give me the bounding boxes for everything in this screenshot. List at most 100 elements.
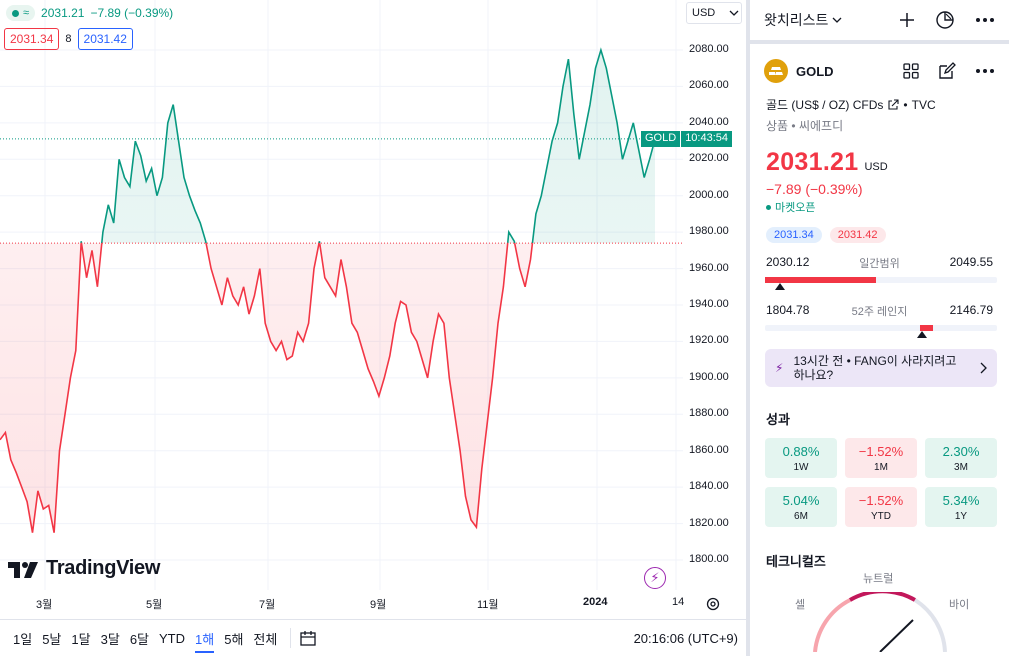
- spread-value: 8: [65, 33, 72, 45]
- y-tick-label: 1800.00: [689, 553, 729, 565]
- gear-icon[interactable]: [705, 596, 721, 612]
- market-status: 마켓오픈: [750, 199, 1009, 215]
- x-tick-label: 14: [672, 596, 685, 608]
- gauge-buy-label: 바이: [949, 599, 970, 611]
- sell-button[interactable]: 2031.34: [4, 28, 60, 50]
- price-axis[interactable]: 2080.00 2060.00 2040.00 2020.00 2000.00 1980.…: [683, 0, 746, 590]
- y-tick-label: 1880.00: [689, 407, 729, 420]
- day-low: 2030.12: [766, 255, 810, 269]
- range-ytd[interactable]: YTD: [159, 630, 186, 646]
- more-icon[interactable]: [975, 68, 995, 74]
- symbol-name[interactable]: GOLD: [796, 63, 834, 79]
- performance-card[interactable]: −1.52% YTD: [845, 487, 917, 527]
- watchlist-header: 왓치리스트: [750, 0, 1009, 40]
- chevron-right-icon: [980, 362, 987, 374]
- x-tick-label: 7월: [259, 599, 276, 611]
- add-symbol-icon[interactable]: [899, 12, 915, 28]
- more-icon[interactable]: [975, 17, 995, 23]
- panel-divider[interactable]: [746, 0, 750, 656]
- year-high: 2146.79: [949, 303, 993, 317]
- ask-badge: 2031.42: [829, 227, 886, 243]
- performance-card[interactable]: 2.30% 3M: [925, 438, 997, 478]
- gold-bars-icon: [764, 59, 788, 83]
- watchlist-title: 왓치리스트: [764, 12, 829, 28]
- day-range-fill: [765, 277, 876, 283]
- source-text: TVC: [911, 97, 936, 112]
- status-dot-icon: [12, 9, 19, 17]
- performance-card[interactable]: 5.34% 1Y: [925, 487, 997, 527]
- legend-row: ≈ 2031.21 −7.89 (−0.39%): [6, 4, 173, 22]
- day-range-row: 2030.12 일간범위 2049.55: [750, 255, 1009, 271]
- day-range-label: 일간범위: [859, 258, 900, 270]
- lightning-icon[interactable]: ⚡: [644, 567, 666, 589]
- news-time: 13시간 전: [793, 354, 844, 368]
- watchlist-title-button[interactable]: 왓치리스트: [764, 10, 842, 30]
- right-sidebar: 왓치리스트 GOLD 골드 (US$ / OZ) CFDs • TVC 상품 •…: [750, 0, 1009, 656]
- currency-label: USD: [692, 7, 716, 19]
- legend-price: 2031.21: [41, 6, 85, 20]
- description-text[interactable]: 골드 (US$ / OZ) CFDs: [766, 98, 884, 112]
- tradingview-wordmark: TradingView: [46, 557, 161, 579]
- x-tick-label: 9월: [370, 599, 387, 611]
- performance-value: −1.52%: [858, 492, 904, 508]
- y-tick-label: 1840.00: [689, 480, 729, 493]
- range-3m[interactable]: 3달: [100, 631, 120, 647]
- technicals-title[interactable]: 테크니컬즈: [766, 554, 826, 569]
- price-currency: USD: [864, 161, 888, 173]
- divider: [290, 628, 292, 648]
- performance-period: 1W: [793, 461, 809, 473]
- lightning-icon: ⚡: [775, 361, 784, 375]
- performance-value: 0.88%: [782, 443, 820, 459]
- line-below-baseline: [0, 243, 534, 533]
- time-axis[interactable]: 3월 5월 7월 9월 11월 2024 14: [0, 592, 690, 612]
- range-5y[interactable]: 5해: [224, 631, 244, 647]
- section-divider: [750, 40, 1009, 44]
- calendar-icon[interactable]: [299, 629, 317, 647]
- price-chart[interactable]: [0, 0, 683, 590]
- bar-countdown: 10:43:54: [681, 130, 733, 147]
- range-5d[interactable]: 5날: [42, 631, 62, 647]
- price-block: 2031.21 USD: [750, 148, 1009, 177]
- performance-value: 5.34%: [942, 492, 980, 508]
- performance-period: 1M: [874, 461, 888, 473]
- performance-value: 5.04%: [782, 492, 820, 508]
- pie-chart-icon[interactable]: [935, 10, 955, 30]
- performance-card[interactable]: 0.88% 1W: [765, 438, 837, 478]
- range-all[interactable]: 전체: [253, 631, 278, 647]
- x-tick-label: 11월: [477, 599, 499, 611]
- bid-ask-row: 2031.34 8 2031.42: [4, 28, 133, 50]
- range-6m[interactable]: 6달: [129, 631, 150, 647]
- bid-ask: 2031.34 2031.42: [750, 227, 1009, 243]
- y-tick-label: 2000.00: [689, 188, 729, 201]
- chart-pane[interactable]: ≈ 2031.21 −7.89 (−0.39%) 2031.34 8 2031.…: [0, 0, 746, 656]
- chevron-down-icon: [729, 10, 739, 16]
- performance-card[interactable]: −1.52% 1M: [845, 438, 917, 478]
- tradingview-logo[interactable]: TradingView: [8, 557, 160, 580]
- year-range-fill: [920, 325, 933, 331]
- y-tick-label: 1860.00: [689, 443, 729, 456]
- clock-timezone[interactable]: 20:16:06 (UTC+9): [633, 631, 738, 646]
- y-tick-label: 1820.00: [689, 516, 729, 529]
- edit-icon[interactable]: [937, 61, 957, 81]
- range-1y[interactable]: 1해: [190, 620, 219, 657]
- market-status-pill[interactable]: ≈: [6, 5, 36, 21]
- year-range-row: 1804.78 52주 레인지 2146.79: [750, 303, 1009, 319]
- bullet: •: [903, 97, 908, 112]
- gauge-neutral-label: 뉴트럴: [863, 573, 894, 585]
- currency-select[interactable]: USD: [686, 2, 742, 24]
- x-tick-label: 2024: [583, 596, 608, 608]
- technicals-gauge[interactable]: 뉴트럴 셀 바이: [750, 570, 1009, 652]
- y-tick-label: 2080.00: [689, 43, 729, 55]
- range-1d[interactable]: 1일: [13, 631, 33, 647]
- performance-value: −1.52%: [858, 443, 904, 459]
- x-tick-label: 3월: [36, 599, 53, 611]
- performance-card[interactable]: 5.04% 6M: [765, 487, 837, 527]
- news-card[interactable]: ⚡ 13시간 전 • FANG이 사라지려고 하나요?: [765, 349, 997, 387]
- buy-button[interactable]: 2031.42: [77, 28, 133, 50]
- performance-grid: 0.88% 1W −1.52% 1M 2.30% 3M 5.04% 6M −1.52% YTD 5.…: [765, 438, 997, 527]
- year-range-bar: [765, 325, 997, 338]
- range-1m[interactable]: 1달: [71, 631, 91, 647]
- performance-period: YTD: [871, 510, 891, 522]
- grid-icon[interactable]: [903, 63, 919, 79]
- external-link-icon[interactable]: [887, 98, 899, 111]
